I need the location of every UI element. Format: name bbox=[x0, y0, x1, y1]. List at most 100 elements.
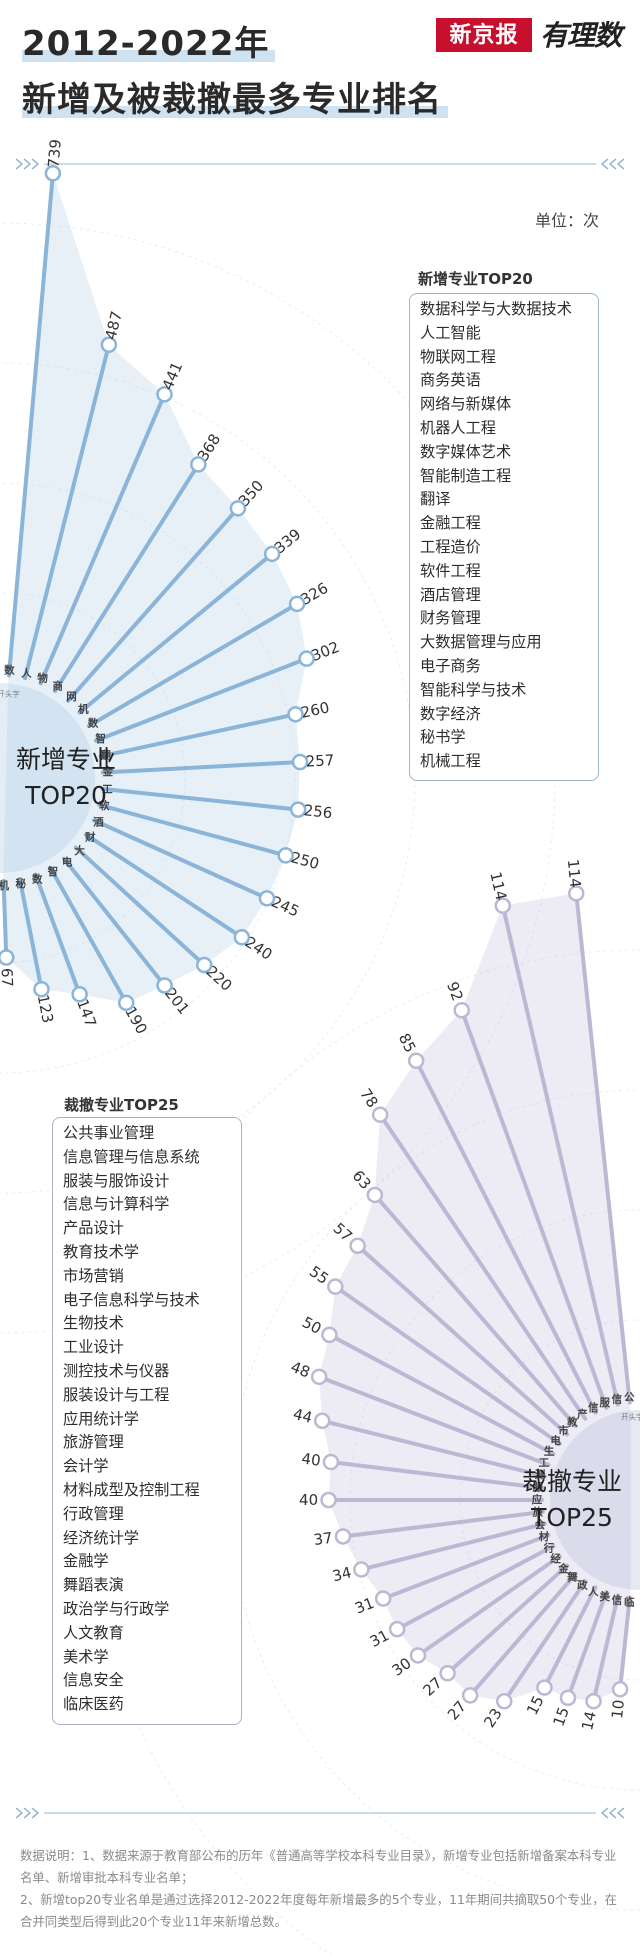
new-category-label: 软 bbox=[99, 799, 110, 812]
new-major-item: 秘书学 bbox=[420, 728, 466, 747]
cut-bar-end bbox=[407, 1052, 425, 1069]
cut-major-item: 行政管理 bbox=[63, 1504, 124, 1523]
cut-bar bbox=[328, 1460, 545, 1491]
cut-bar-end bbox=[310, 1368, 328, 1386]
cut-bar bbox=[381, 1533, 551, 1601]
new-bar-end bbox=[100, 336, 118, 353]
cut-bar-end bbox=[334, 1528, 352, 1545]
new-major-item: 物联网工程 bbox=[420, 347, 496, 366]
new-bar-end bbox=[196, 956, 213, 974]
new-bar-end bbox=[156, 386, 173, 403]
cut-major-item: 工业设计 bbox=[63, 1338, 124, 1357]
cut-category-label: 应 bbox=[532, 1493, 543, 1506]
new-bar bbox=[1, 878, 9, 960]
new-majors-list: 数据科学与大数据技术 人工智能 物联网工程 商务英语 网络与新媒体 机器人工程 数字媒体艺术… bbox=[409, 293, 599, 781]
new-bar bbox=[38, 392, 167, 686]
cut-list-title: 裁撤专业TOP25 bbox=[64, 1096, 179, 1114]
cut-value-label: 15 bbox=[549, 1705, 572, 1729]
cut-value-label: 92 bbox=[443, 979, 466, 1003]
new-area bbox=[3, 173, 307, 1003]
note-line-1: 数据说明：1、数据来源于教育部公布的历年《普通高等学校本科专业目录》，新增专业包… bbox=[20, 1848, 617, 1885]
new-category-label: 人 bbox=[21, 666, 32, 679]
cut-value-label: 34 bbox=[330, 1563, 353, 1585]
cut-major-item: 应用统计学 bbox=[63, 1409, 139, 1428]
cut-value-label: 40 bbox=[300, 1450, 321, 1470]
cut-major-item: 公共事业管理 bbox=[63, 1124, 155, 1142]
cut-bar bbox=[565, 1590, 609, 1700]
cut-category-label: 会 bbox=[535, 1518, 546, 1531]
new-bar-end bbox=[71, 986, 88, 1003]
page-title: 新增及被裁撤最多专业排名 bbox=[22, 80, 448, 120]
new-category-label: 机 bbox=[78, 702, 89, 715]
cut-major-item: 政治学与行政学 bbox=[63, 1599, 170, 1618]
cut-bar bbox=[359, 1521, 547, 1572]
new-category-label: 智 bbox=[47, 865, 59, 878]
cut-bar-end bbox=[321, 1326, 338, 1344]
cut-major-item: 旅游管理 bbox=[63, 1433, 124, 1452]
new-bar-end bbox=[288, 595, 306, 613]
cut-major-item: 临床医药 bbox=[63, 1695, 124, 1714]
new-bar bbox=[77, 551, 275, 715]
new-category-label: 秘 bbox=[16, 877, 27, 890]
cut-value-label: 50 bbox=[299, 1313, 324, 1338]
new-major-item: 机械工程 bbox=[420, 752, 481, 771]
new-guide-ring bbox=[0, 592, 186, 964]
new-major-item: 酒店管理 bbox=[420, 585, 481, 604]
new-bar bbox=[91, 818, 269, 901]
cut-bar bbox=[355, 1243, 570, 1437]
cut-bar-end bbox=[366, 1186, 384, 1204]
cut-bar-end bbox=[567, 885, 585, 902]
cut-value-label: 48 bbox=[288, 1358, 312, 1382]
cut-bar bbox=[327, 1332, 556, 1456]
cut-category-label: 教 bbox=[566, 1415, 578, 1428]
new-value-label: 67 bbox=[0, 968, 16, 988]
new-value-label: 739 bbox=[44, 138, 64, 168]
cut-bar bbox=[500, 903, 620, 1407]
cut-category-label: 信 bbox=[612, 1393, 623, 1406]
cut-major-item: 市场营销 bbox=[63, 1266, 124, 1285]
new-category-label: 机 bbox=[0, 879, 10, 892]
new-bar bbox=[66, 506, 240, 703]
logo-column: 有理数 bbox=[540, 19, 622, 52]
cut-value-label: 10 bbox=[608, 1699, 628, 1720]
cut-category-label: 人 bbox=[588, 1585, 599, 1598]
cut-bar-end bbox=[559, 1689, 577, 1707]
cut-bar bbox=[372, 1192, 578, 1429]
cut-start-marker: 开头字 bbox=[621, 1412, 640, 1422]
new-major-item: 人工智能 bbox=[420, 323, 481, 342]
cut-value-label: 14 bbox=[578, 1709, 600, 1732]
cut-bar-end bbox=[388, 1620, 406, 1638]
new-bar bbox=[98, 712, 298, 759]
new-bar bbox=[84, 832, 244, 940]
bottom-divider bbox=[15, 1807, 625, 1819]
new-category-label: 数 bbox=[87, 716, 99, 729]
cut-category-label: 生 bbox=[544, 1445, 555, 1458]
new-bar-end bbox=[44, 165, 62, 182]
new-value-label: 250 bbox=[289, 848, 321, 873]
page-title-year: 2012-2022年 bbox=[22, 24, 276, 64]
cut-bar-end bbox=[494, 897, 512, 914]
cut-category-label: 电 bbox=[550, 1434, 561, 1447]
cut-bar bbox=[317, 1374, 551, 1467]
cut-bar-end bbox=[371, 1106, 389, 1123]
cut-bar-end bbox=[536, 1679, 553, 1696]
cut-value-label: 37 bbox=[313, 1529, 334, 1549]
new-category-label: 智 bbox=[94, 732, 106, 745]
cut-bar-end bbox=[461, 1687, 479, 1704]
new-major-item: 电子商务 bbox=[420, 656, 481, 675]
cut-category-label: 临 bbox=[624, 1595, 635, 1608]
new-bar bbox=[33, 872, 82, 997]
new-bar-end bbox=[33, 980, 50, 998]
new-bar bbox=[48, 865, 129, 1005]
cut-major-item: 经济统计学 bbox=[63, 1528, 139, 1547]
title-block: 2012-2022年 新增及被裁撤最多专业排名 bbox=[22, 22, 448, 122]
new-bar-end bbox=[190, 456, 207, 473]
cut-bar bbox=[320, 1418, 547, 1479]
new-center-title: 新增专业 bbox=[16, 745, 116, 774]
new-bar-end bbox=[291, 753, 309, 771]
new-value-label: 245 bbox=[268, 892, 302, 920]
new-category-label: 酒 bbox=[93, 815, 104, 828]
cut-major-item: 舞蹈表演 bbox=[63, 1576, 124, 1595]
cut-bar bbox=[459, 1008, 609, 1410]
new-category-label: 数 bbox=[31, 872, 43, 885]
